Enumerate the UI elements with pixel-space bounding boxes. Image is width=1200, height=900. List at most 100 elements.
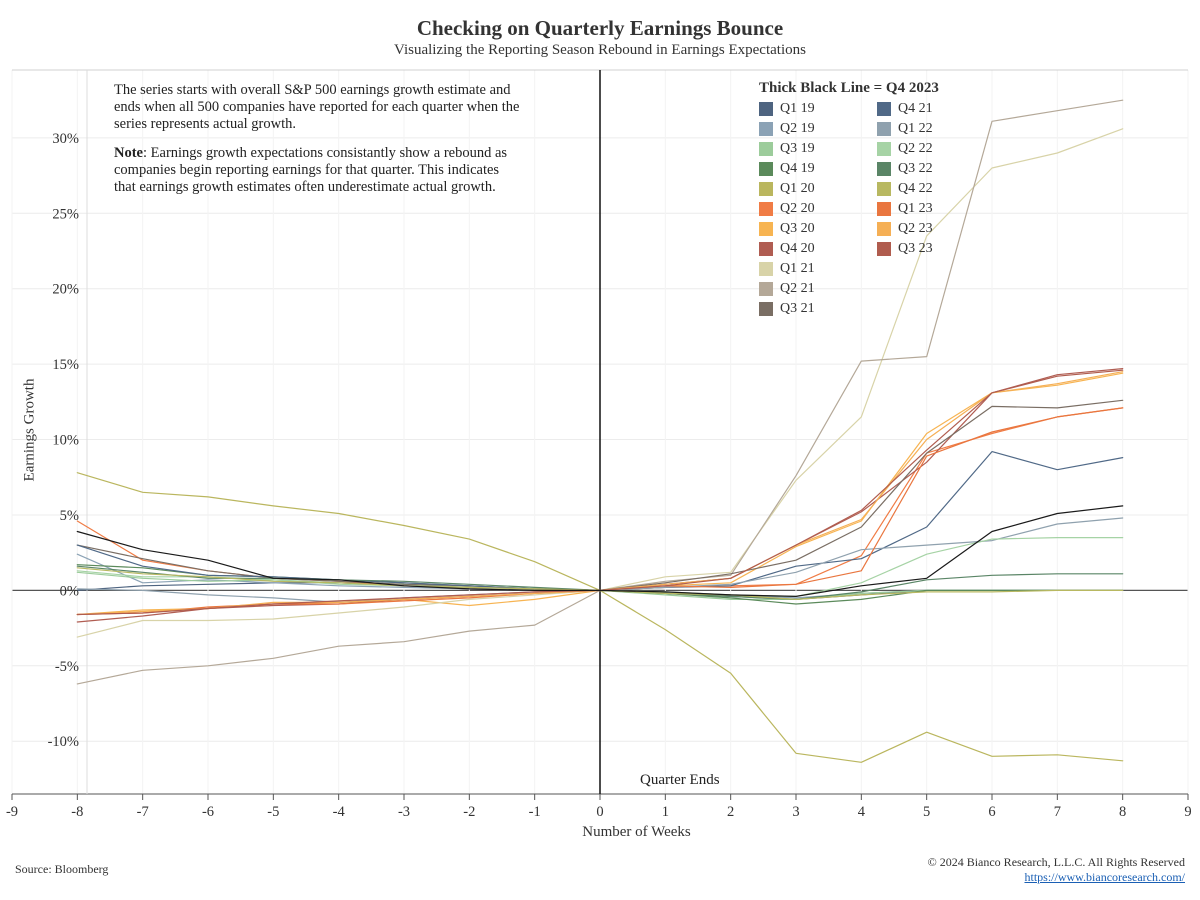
legend-swatch (759, 222, 773, 236)
y-tick-label: -5% (55, 659, 79, 675)
legend-item: Q1 21 (759, 259, 877, 279)
legend-label: Q2 21 (780, 281, 815, 296)
legend-item: Q3 23 (877, 239, 995, 259)
chart-title: Checking on Quarterly Earnings Bounce (416, 16, 784, 40)
legend-label: Q1 23 (898, 201, 933, 216)
legend-swatch (877, 202, 891, 216)
legend-item: Q4 19 (759, 159, 877, 179)
legend-label: Q4 19 (780, 161, 815, 176)
quarter-ends-label: Quarter Ends (640, 772, 720, 788)
x-tick-label: 9 (1184, 804, 1191, 820)
x-tick-label: 3 (792, 804, 799, 820)
legend-label: Q2 22 (898, 141, 933, 156)
legend-column-2: Q4 21 Q1 22 Q2 22 Q3 22 Q4 22 Q1 23 Q2 23 Q3 23 (877, 99, 995, 319)
y-tick-label: 30% (52, 131, 79, 147)
note-text: : Earnings growth expectations consistan… (114, 145, 508, 195)
legend-label: Q1 21 (780, 261, 815, 276)
x-tick-label: 2 (727, 804, 734, 820)
copyright-block: © 2024 Bianco Research, L.L.C. All Right… (928, 855, 1185, 885)
x-tick-label: 6 (988, 804, 995, 820)
legend-swatch (877, 142, 891, 156)
x-tick-label: -4 (333, 804, 346, 820)
tick-labels: -10% -5% 0% 5% 10% 15% 20% 25% 30% -9 -8 -7 -6 -5 -4 -3… (6, 131, 1192, 820)
note-bold-label: Note (114, 145, 143, 161)
legend-swatch (759, 262, 773, 276)
legend-swatch (877, 242, 891, 256)
series-line-q4-23 (76, 505, 1124, 598)
legend-swatch (877, 182, 891, 196)
x-tick-label: 8 (1119, 804, 1126, 820)
legend-label: Q1 20 (780, 181, 815, 196)
y-tick-label: 10% (52, 433, 79, 449)
legend-swatch (759, 242, 773, 256)
legend-item: Q3 22 (877, 159, 995, 179)
legend-swatch (759, 122, 773, 136)
x-tick-label: -7 (137, 804, 149, 820)
legend: Thick Black Line = Q4 2023 Q1 19 Q2 19 Q3 … (759, 80, 999, 319)
annotation-note: The series starts with overall S&P 500 e… (114, 82, 524, 208)
x-tick-label: 4 (858, 804, 866, 820)
y-tick-label: -10% (48, 734, 79, 750)
legend-label: Q3 22 (898, 161, 933, 176)
legend-item: Q2 22 (877, 139, 995, 159)
legend-label: Q3 21 (780, 301, 815, 316)
legend-swatch (759, 162, 773, 176)
legend-label: Q3 19 (780, 141, 815, 156)
legend-label: Q1 22 (898, 121, 933, 136)
legend-swatch (877, 102, 891, 116)
x-tick-label: 7 (1054, 804, 1061, 820)
x-tick-label: 1 (662, 804, 669, 820)
y-tick-label: 25% (52, 206, 79, 222)
legend-item: Q4 22 (877, 179, 995, 199)
x-tick-label: 0 (596, 804, 603, 820)
y-tick-label: 15% (52, 357, 79, 373)
legend-item: Q2 23 (877, 219, 995, 239)
y-tick-label: 5% (60, 508, 79, 524)
legend-item: Q3 21 (759, 299, 877, 319)
legend-label: Q1 19 (780, 101, 815, 116)
legend-item: Q2 20 (759, 199, 877, 219)
legend-swatch (759, 202, 773, 216)
legend-item: Q4 21 (877, 99, 995, 119)
source-note: Source: Bloomberg (15, 862, 109, 876)
legend-item: Q1 23 (877, 199, 995, 219)
legend-label: Q2 20 (780, 201, 815, 216)
legend-column-1: Q1 19 Q2 19 Q3 19 Q4 19 Q1 20 Q2 20 Q3 20 Q4 20… (759, 99, 877, 319)
legend-label: Q4 22 (898, 181, 933, 196)
legend-swatch (759, 302, 773, 316)
legend-item: Q1 20 (759, 179, 877, 199)
legend-label: Q3 23 (898, 241, 933, 256)
y-tick-label: 0% (60, 583, 79, 599)
x-axis-label: Number of Weeks (582, 824, 691, 840)
axes (11, 69, 1189, 800)
x-tick-label: -1 (529, 804, 541, 820)
legend-item: Q2 19 (759, 119, 877, 139)
note-paragraph-1: The series starts with overall S&P 500 e… (114, 82, 520, 132)
x-tick-label: 5 (923, 804, 930, 820)
legend-swatch (877, 162, 891, 176)
legend-swatch (759, 102, 773, 116)
copyright-text: © 2024 Bianco Research, L.L.C. All Right… (927, 855, 1185, 869)
x-tick-label: -8 (71, 804, 83, 820)
legend-item: Q1 22 (877, 119, 995, 139)
website-link[interactable]: https://www.biancoresearch.com/ (1024, 870, 1185, 884)
legend-item: Q3 19 (759, 139, 877, 159)
x-tick-label: -6 (202, 804, 214, 820)
legend-item: Q2 21 (759, 279, 877, 299)
legend-label: Q2 23 (898, 221, 933, 236)
y-axis-label: Earnings Growth (21, 378, 38, 482)
legend-label: Q3 20 (780, 221, 815, 236)
legend-swatch (877, 222, 891, 236)
legend-label: Q4 20 (780, 241, 815, 256)
legend-item: Q3 20 (759, 219, 877, 239)
legend-title: Thick Black Line = Q4 2023 (759, 80, 939, 96)
legend-swatch (759, 182, 773, 196)
x-tick-label: -5 (267, 804, 279, 820)
legend-label: Q4 21 (898, 101, 933, 116)
series-lines (76, 99, 1124, 763)
legend-swatch (759, 282, 773, 296)
note-paragraph-2: Note: Earnings growth expectations consi… (114, 145, 524, 196)
legend-item: Q1 19 (759, 99, 877, 119)
y-tick-label: 20% (52, 282, 79, 298)
